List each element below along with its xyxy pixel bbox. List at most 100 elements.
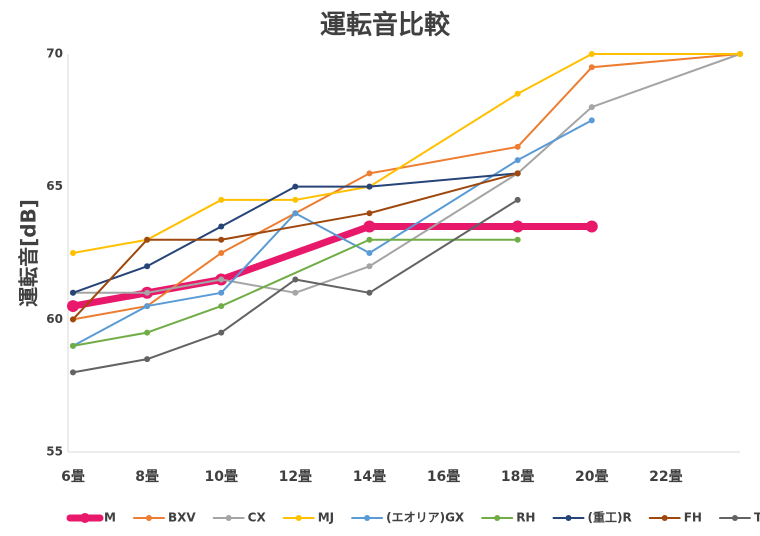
series-line: [146, 331, 223, 361]
data-point: [514, 196, 521, 203]
data-point: [144, 303, 151, 310]
data-point: [511, 220, 524, 233]
legend-marker: [225, 515, 232, 521]
legend-marker: [661, 515, 668, 521]
series-line: [294, 212, 371, 254]
series-line: [368, 172, 519, 268]
series-line: [294, 278, 371, 294]
legend-label: (エオリア)GX: [386, 511, 465, 525]
data-point: [292, 289, 299, 296]
legend-marker: [364, 515, 371, 521]
series-line: [368, 198, 519, 294]
x-tick-label: 14畳: [353, 469, 386, 485]
data-point: [70, 369, 76, 376]
data-point: [588, 104, 595, 111]
data-point: [588, 64, 595, 71]
data-point: [366, 183, 373, 190]
data-point: [292, 196, 299, 203]
legend-label: CX: [248, 511, 267, 525]
x-tick-label: 6畳: [61, 469, 85, 485]
y-tick-label: 60: [46, 312, 63, 326]
data-point: [144, 329, 151, 336]
series-line: [146, 252, 223, 308]
data-point: [218, 250, 225, 256]
series-line: [72, 305, 149, 321]
y-tick-label: 65: [46, 179, 63, 193]
legend-marker: [494, 515, 501, 521]
series-line: [72, 305, 149, 347]
series-line: [69, 289, 151, 310]
legend-label: RH: [516, 511, 535, 525]
series-line: [72, 238, 149, 321]
data-point: [218, 329, 225, 336]
data-point: [737, 51, 743, 57]
data-point: [588, 117, 595, 124]
data-point: [514, 170, 521, 177]
series-line: [72, 331, 149, 347]
legend-marker: [295, 515, 302, 521]
data-point: [218, 236, 225, 243]
data-point: [292, 183, 299, 190]
series-line: [146, 291, 223, 308]
data-point: [70, 316, 76, 323]
data-point: [144, 289, 151, 296]
series-line: [368, 172, 519, 188]
data-point: [366, 289, 373, 296]
data-point: [292, 276, 299, 283]
chart-title: 運転音比較: [320, 10, 451, 41]
data-point: [366, 210, 373, 217]
data-point: [70, 250, 76, 256]
y-tick-label: 55: [46, 445, 63, 459]
data-point: [70, 289, 76, 296]
y-tick-label: 70: [46, 47, 63, 61]
data-point: [218, 276, 225, 283]
series-line: [516, 119, 593, 162]
x-tick-label: 16畳: [427, 469, 460, 485]
x-tick-label: 12畳: [279, 469, 312, 485]
data-point: [144, 236, 151, 243]
data-point: [67, 300, 79, 313]
series-line: [368, 145, 519, 175]
legend-marker: [731, 515, 738, 521]
data-point: [366, 263, 373, 270]
data-point: [366, 250, 373, 256]
x-tick-label: 8畳: [135, 469, 159, 485]
series-line: [146, 278, 223, 294]
legend-label: MJ: [318, 511, 334, 525]
legend-marker: [145, 515, 152, 521]
legend-marker: [80, 513, 90, 523]
x-tick-label: 20畳: [575, 469, 608, 485]
series-line: [146, 225, 223, 268]
data-point: [218, 303, 225, 310]
legend-label: T: [754, 511, 760, 525]
legend-marker: [565, 515, 572, 521]
y-axis-label: 運転音[dB]: [17, 199, 41, 307]
x-tick-label: 22畳: [649, 469, 682, 485]
data-point: [218, 289, 225, 296]
series-line: [368, 92, 519, 188]
data-point: [144, 263, 151, 270]
data-point: [366, 236, 373, 243]
legend-label: (重工)R: [587, 510, 631, 525]
series-line: [220, 212, 297, 294]
data-point: [70, 342, 76, 349]
series-line: [220, 185, 297, 228]
data-point: [363, 220, 376, 233]
series-line: [217, 222, 373, 284]
x-tick-label: 10畳: [204, 469, 237, 485]
data-point: [144, 356, 151, 363]
legend-label: M: [104, 511, 116, 525]
series-line: [516, 66, 593, 148]
series-line: [220, 278, 297, 294]
x-tick-label: 18畳: [501, 469, 534, 485]
series-line: [220, 212, 371, 241]
data-point: [292, 210, 299, 217]
series-line: [72, 238, 149, 254]
series-line: [590, 53, 741, 69]
series-line: [516, 53, 593, 95]
series-line: [590, 53, 741, 109]
data-point: [514, 90, 521, 97]
data-point: [585, 220, 598, 233]
series-line: [220, 278, 297, 334]
